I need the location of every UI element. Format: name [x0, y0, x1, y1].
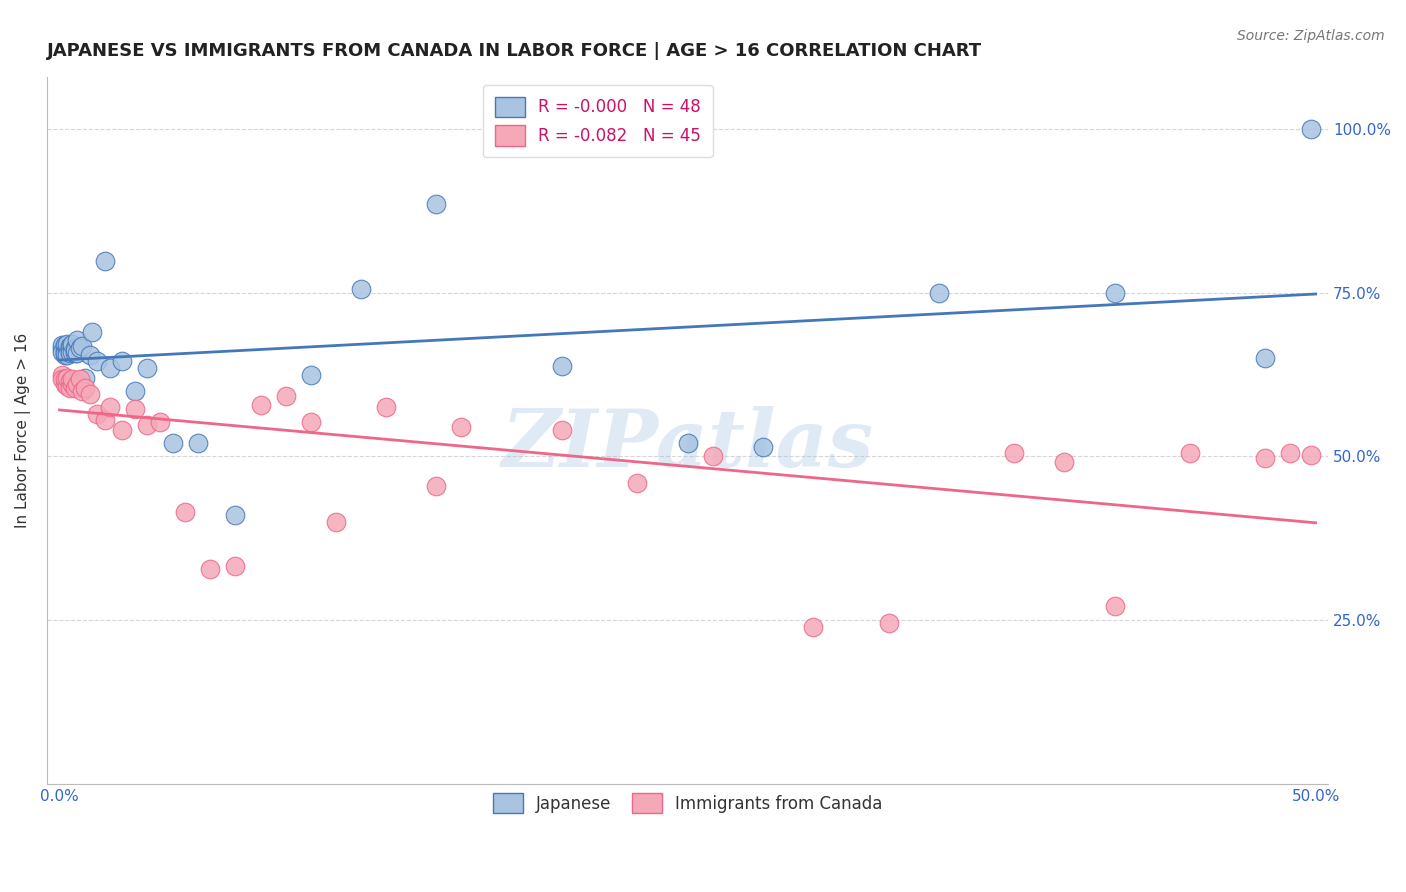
Point — [98, 401, 121, 415]
Legend: Japanese, Immigrants from Canada: Japanese, Immigrants from Canada — [481, 781, 894, 825]
Point — [73, 381, 96, 395]
Point — [1254, 351, 1277, 366]
Point — [60, 377, 83, 392]
Point — [56, 371, 79, 385]
Point — [111, 423, 134, 437]
Text: Source: ZipAtlas.com: Source: ZipAtlas.com — [1237, 29, 1385, 44]
Y-axis label: In Labor Force | Age > 16: In Labor Force | Age > 16 — [15, 333, 31, 528]
Point — [53, 372, 76, 386]
Point — [63, 381, 86, 395]
Point — [801, 619, 824, 633]
Point — [86, 354, 108, 368]
Point — [53, 346, 76, 360]
Point — [53, 343, 76, 358]
Point — [56, 344, 79, 359]
Point — [350, 282, 373, 296]
Point — [58, 344, 80, 359]
Point — [200, 562, 222, 576]
Point — [299, 368, 322, 382]
Point — [60, 344, 83, 359]
Point — [124, 402, 146, 417]
Point — [60, 339, 83, 353]
Point — [1104, 285, 1126, 300]
Point — [66, 377, 89, 392]
Point — [53, 377, 76, 392]
Point — [149, 415, 172, 429]
Point — [63, 346, 86, 360]
Point — [752, 440, 775, 454]
Point — [79, 387, 101, 401]
Point — [56, 378, 79, 392]
Point — [1279, 446, 1302, 460]
Point — [162, 436, 184, 450]
Point — [551, 359, 574, 373]
Point — [58, 346, 80, 360]
Point — [53, 338, 76, 352]
Point — [51, 368, 73, 382]
Point — [425, 197, 447, 211]
Point — [63, 343, 86, 358]
Point — [1299, 448, 1322, 462]
Point — [375, 401, 398, 415]
Point — [1299, 122, 1322, 136]
Point — [249, 398, 271, 412]
Point — [58, 339, 80, 353]
Point — [58, 341, 80, 355]
Point — [73, 371, 96, 385]
Point — [702, 450, 724, 464]
Point — [60, 372, 83, 386]
Point — [79, 348, 101, 362]
Point — [877, 616, 900, 631]
Point — [69, 372, 91, 386]
Point — [51, 372, 73, 386]
Point — [1254, 450, 1277, 465]
Point — [66, 333, 89, 347]
Text: JAPANESE VS IMMIGRANTS FROM CANADA IN LABOR FORCE | AGE > 16 CORRELATION CHART: JAPANESE VS IMMIGRANTS FROM CANADA IN LA… — [46, 42, 983, 60]
Point — [98, 361, 121, 376]
Point — [51, 341, 73, 355]
Point — [187, 436, 209, 450]
Point — [51, 338, 73, 352]
Point — [174, 505, 197, 519]
Point — [86, 407, 108, 421]
Point — [82, 325, 104, 339]
Point — [1053, 454, 1076, 468]
Point — [60, 336, 83, 351]
Point — [450, 420, 472, 434]
Point — [626, 475, 648, 490]
Point — [1104, 599, 1126, 613]
Point — [94, 413, 117, 427]
Point — [51, 344, 73, 359]
Point — [56, 341, 79, 355]
Point — [56, 348, 79, 362]
Point — [551, 423, 574, 437]
Point — [53, 348, 76, 362]
Point — [53, 339, 76, 353]
Point — [70, 384, 93, 398]
Point — [70, 339, 93, 353]
Point — [136, 417, 159, 432]
Point — [58, 374, 80, 388]
Point — [1002, 446, 1025, 460]
Point — [111, 354, 134, 368]
Point — [69, 341, 91, 355]
Point — [274, 389, 297, 403]
Point — [928, 285, 950, 300]
Point — [136, 361, 159, 376]
Point — [66, 346, 89, 360]
Point — [224, 559, 246, 574]
Point — [63, 341, 86, 355]
Point — [425, 479, 447, 493]
Point — [56, 336, 79, 351]
Point — [1178, 446, 1201, 460]
Point — [224, 508, 246, 523]
Point — [58, 381, 80, 395]
Point — [124, 384, 146, 398]
Point — [94, 254, 117, 268]
Point — [676, 436, 699, 450]
Point — [325, 515, 347, 529]
Point — [299, 415, 322, 429]
Text: ZIPatlas: ZIPatlas — [502, 406, 873, 483]
